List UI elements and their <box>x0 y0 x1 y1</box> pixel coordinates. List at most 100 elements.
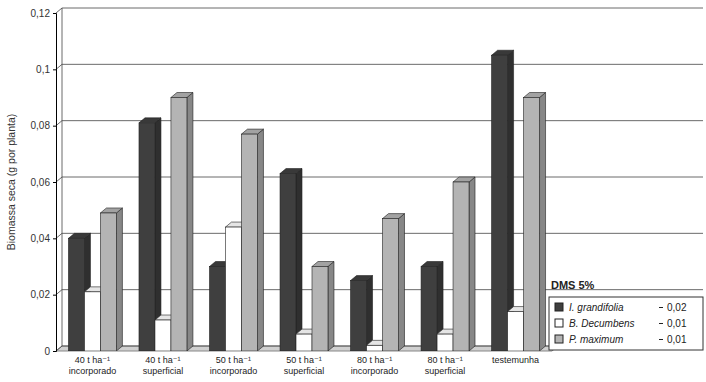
y-tick-label: 0,08 <box>31 120 51 131</box>
legend-separator <box>659 339 663 340</box>
x-tick-label: 50 t ha⁻¹superficial <box>284 355 325 376</box>
y-tick: 0,08 <box>31 120 56 131</box>
y-tick: 0,02 <box>31 289 56 300</box>
x-tick-label: 50 t ha⁻¹incorporado <box>210 355 258 376</box>
x-tick-label: 40 t ha⁻¹superficial <box>143 355 184 376</box>
x-tick-label-line: superficial <box>284 366 325 376</box>
bar <box>296 334 312 351</box>
legend-dms: 0,02 <box>667 302 687 313</box>
bar <box>280 174 296 351</box>
x-tick-label-line: 50 t ha⁻¹ <box>216 355 251 365</box>
legend: I. grandifolia 0,02 B. Decumbens 0,01 P. max… <box>549 297 703 350</box>
legend-swatch <box>555 319 563 327</box>
y-tick-mark <box>53 182 56 183</box>
bar-3d <box>492 50 514 351</box>
bar <box>68 238 84 351</box>
grid-line <box>62 8 703 9</box>
y-tick-label: 0 <box>44 346 50 357</box>
bar <box>312 267 328 352</box>
bar-top <box>139 118 161 123</box>
bar-top <box>453 177 475 182</box>
bar-top <box>383 214 405 219</box>
x-tick-label-line: 50 t ha⁻¹ <box>286 355 321 365</box>
y-tick-mark <box>53 126 56 127</box>
x-tick-label-line: superficial <box>143 366 184 376</box>
x-tick-label: 40 t ha⁻¹incorporado <box>69 355 117 376</box>
bar-top <box>68 233 90 238</box>
bar <box>492 55 508 351</box>
bar-side <box>540 93 546 352</box>
bar-top <box>351 276 373 281</box>
x-tick-label-line: 80 t ha⁻¹ <box>427 355 462 365</box>
bar-3d <box>351 276 373 351</box>
bar <box>367 345 383 351</box>
chart: 00,020,040,060,080,10,12Biomassa seca (g… <box>0 0 706 382</box>
bar <box>383 219 399 351</box>
bar <box>210 267 226 352</box>
y-tick-mark <box>53 69 56 70</box>
grid <box>56 8 703 351</box>
y-tick-label: 0,1 <box>36 64 50 75</box>
bar-3d <box>100 208 122 351</box>
bar-top <box>171 93 193 98</box>
bar-side <box>367 276 373 351</box>
bar-side <box>116 208 122 351</box>
back-wall-edge <box>62 8 63 346</box>
bar <box>508 312 524 351</box>
x-axis: 40 t ha⁻¹incorporado40 t ha⁻¹superficial… <box>69 355 539 376</box>
y-axis: 0 0,02 0,04 0,06 0,08 0,1 0,12 <box>31 8 57 357</box>
bar <box>421 267 437 352</box>
bar <box>139 123 155 351</box>
bar-side <box>469 177 475 351</box>
x-tick-label-line: testemunha <box>492 355 539 365</box>
y-tick-label: 0,06 <box>31 177 51 188</box>
bar-3d <box>453 177 475 351</box>
legend-separator <box>659 307 663 308</box>
bar <box>225 227 241 351</box>
bar-top <box>524 93 546 98</box>
bar <box>100 213 116 351</box>
bar-top <box>492 50 514 55</box>
bar <box>524 98 540 352</box>
bar-top <box>421 262 443 267</box>
x-tick-label: 80 t ha⁻¹incorporado <box>351 355 399 376</box>
bar <box>453 182 469 351</box>
legend-dms: 0,01 <box>667 318 687 329</box>
y-tick-label: 0,02 <box>31 289 51 300</box>
x-tick-label-line: incorporado <box>69 366 117 376</box>
bar-3d <box>524 93 546 352</box>
bar-side <box>257 129 263 351</box>
legend-label: B. Decumbens <box>569 318 635 329</box>
bar-top <box>241 129 263 134</box>
y-tick: 0,04 <box>31 233 56 244</box>
x-tick-label-line: incorporado <box>210 366 258 376</box>
x-tick-label: testemunha <box>492 355 539 365</box>
bar <box>155 320 171 351</box>
x-tick-label-line: 40 t ha⁻¹ <box>75 355 110 365</box>
y-tick-mark <box>53 351 56 352</box>
bar-side <box>296 169 302 351</box>
bar-side <box>398 214 404 351</box>
bar <box>351 281 367 351</box>
legend-swatch <box>555 303 563 311</box>
annotation: DMS 5% <box>551 279 595 291</box>
y-tick-mark <box>53 238 56 239</box>
bar-3d <box>241 129 263 351</box>
legend-dms: 0,01 <box>667 334 687 345</box>
bar-top <box>280 169 302 174</box>
y-tick: 0,06 <box>31 177 56 188</box>
y-axis-line <box>53 14 57 352</box>
grid-line <box>62 64 703 65</box>
bar-top <box>312 262 334 267</box>
bar-side <box>508 50 514 351</box>
bar-3d <box>383 214 405 351</box>
bar-3d <box>312 262 334 352</box>
y-tick-label: 0,12 <box>31 8 51 19</box>
legend-label: I. grandifolia <box>569 302 624 313</box>
bar <box>84 292 100 351</box>
bar-top <box>100 208 122 213</box>
legend-label: P. maximum <box>569 334 623 345</box>
legend-swatch <box>555 335 563 343</box>
y-tick-label: 0,04 <box>31 233 51 244</box>
x-tick-label-line: 40 t ha⁻¹ <box>145 355 180 365</box>
